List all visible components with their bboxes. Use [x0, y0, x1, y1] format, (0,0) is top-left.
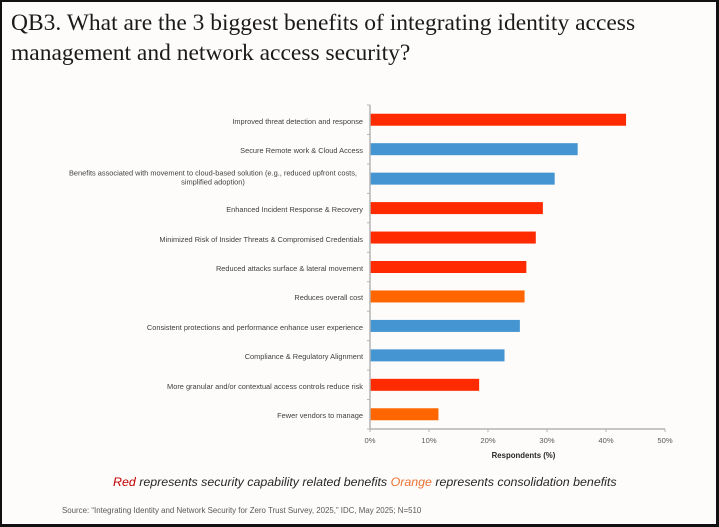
color-legend: Red represents security capability relat… [113, 474, 617, 490]
bar [370, 349, 505, 362]
source-note: Source: “Integrating Identity and Networ… [62, 506, 422, 515]
category-label-row: Enhanced Incident Response & Recovery [0, 199, 363, 217]
bar [370, 143, 578, 156]
category-label-row: Secure Remote work & Cloud Access [0, 140, 363, 158]
bar [370, 261, 527, 273]
category-label-row: Improved threat detection and response [0, 111, 363, 129]
chart-title: QB3. What are the 3 biggest benefits of … [11, 10, 636, 66]
x-axis-title: Respondents (%) [492, 451, 556, 460]
bar [370, 408, 439, 421]
category-label-row: Fewer vendors to manage [0, 405, 363, 423]
category-label: Consistent protections and performance e… [146, 322, 363, 332]
category-label: Reduces overall cost [294, 293, 363, 303]
x-tick-label: 40% [598, 436, 613, 445]
category-label-row: Consistent protections and performance e… [0, 317, 363, 335]
category-label: Compliance & Regulatory Alignment [244, 352, 363, 362]
legend-word-red: Red [113, 475, 136, 489]
category-label: Secure Remote work & Cloud Access [240, 146, 363, 156]
category-label-row: Compliance & Regulatory Alignment [0, 346, 363, 364]
x-tick-label: 30% [539, 436, 554, 445]
category-label-row: Benefits associated with movement to clo… [0, 168, 363, 190]
bar [370, 290, 525, 303]
category-labels: Improved threat detection and response Se… [0, 111, 363, 423]
bar [370, 202, 543, 215]
bar [370, 172, 555, 185]
bar [370, 231, 536, 244]
x-tick-label: 50% [657, 436, 672, 445]
bar [370, 319, 520, 332]
legend-word-orange: Orange [390, 475, 432, 489]
category-label: More granular and/or contextual access c… [167, 381, 363, 391]
bar [370, 378, 480, 391]
category-label: Minimized Risk of Insider Threats & Comp… [159, 234, 363, 244]
category-label-row: Reduces overall cost [0, 287, 363, 305]
category-label: Reduced attacks surface & lateral moveme… [215, 264, 363, 273]
x-tick-label: 20% [480, 436, 495, 445]
x-tick-label: 10% [421, 436, 436, 445]
category-label-row: Minimized Risk of Insider Threats & Comp… [0, 229, 363, 247]
category-label: Benefits associated with movement to clo… [69, 167, 357, 187]
category-label-row: Reduced attacks surface & lateral moveme… [0, 258, 363, 276]
category-label: Improved threat detection and response [232, 116, 363, 126]
x-tick-label: 0% [365, 436, 376, 445]
category-label: Fewer vendors to manage [277, 411, 363, 421]
legend-text-consolidation: represents consolidation benefits [435, 475, 617, 489]
bar [370, 113, 627, 126]
legend-text-security: represents security capability related b… [139, 475, 388, 489]
category-label: Enhanced Incident Response & Recovery [226, 205, 363, 215]
category-label-row: More granular and/or contextual access c… [0, 376, 363, 394]
